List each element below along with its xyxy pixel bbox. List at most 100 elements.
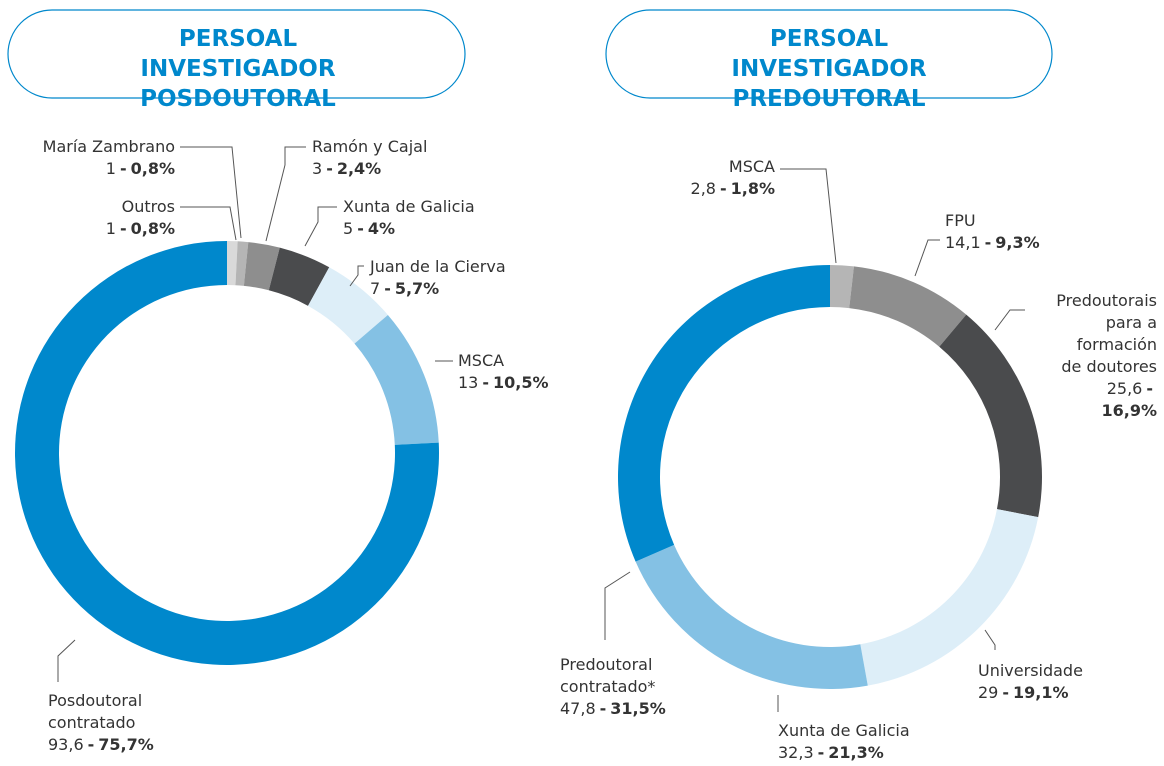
leader-line [984,629,996,650]
value-row: 47,8-31,5% [560,698,670,720]
chart-title: PERSOAL INVESTIGADOR POSDOUTORAL [140,26,336,112]
title-box [605,9,1053,99]
category-label: María Zambrano [42,137,175,156]
donut-slice [860,509,1039,686]
separator: - [119,159,127,178]
category-label: Ramón y Cajal [312,137,428,156]
leader-line [57,639,76,682]
separator: - [817,743,825,762]
value-row: 14,1-9,3% [945,232,1145,254]
separator: - [984,233,992,252]
value-row: 1-0,8% [0,158,175,180]
slice-label: MSCA 2,8-1,8% [575,156,775,200]
slice-label: Outros 1-0,8% [0,196,175,240]
donut-slice [268,247,330,306]
value-row: 93,6-75,7% [48,734,188,756]
leader-line [604,571,631,640]
count-label: 29 [978,683,999,702]
count-label: 47,8 [560,699,596,718]
donut-slice [849,266,967,347]
donut-slice [354,314,439,445]
donut-slice [227,241,238,286]
leader-line [349,265,364,287]
slice-label: María Zambrano 1-0,8% [0,136,175,180]
count-label: 13 [458,373,479,392]
donut-slice [939,314,1042,518]
percent-label: 2,4% [336,159,382,178]
category-label: Predoutoral contratado* [560,655,656,696]
slice-label: Posdoutoral contratado 93,6-75,7% [48,690,188,756]
separator: - [87,735,95,754]
chart-title: PERSOAL INVESTIGADOR PREDOUTORAL [731,26,927,112]
count-label: 32,3 [778,743,814,762]
count-label: 1 [105,159,116,178]
value-row: 29-19,1% [978,682,1164,704]
separator: - [719,179,727,198]
separator: - [384,279,391,298]
slice-label: Predoutorais para a formación de doutore… [1053,290,1157,422]
value-row: 32,3-21,3% [778,742,978,764]
separator: - [119,219,127,238]
separator: - [599,699,607,718]
category-label: Outros [121,197,175,216]
slice-label: Xunta de Galicia 32,3-21,3% [778,720,978,764]
donut-slice [635,544,868,689]
count-label: 2,8 [690,179,716,198]
donut-slice [235,241,249,286]
count-label: 7 [370,279,381,298]
donut-slice [243,242,280,291]
percent-label: 16,9% [1101,401,1157,420]
count-label: 3 [312,159,323,178]
leader-line [304,206,337,247]
percent-label: 75,7% [98,735,154,754]
category-label: Juan de la Cierva [370,257,506,276]
slice-label: Universidade 29-19,1% [978,660,1164,704]
percent-label: 19,1% [1013,683,1069,702]
value-row: 1-0,8% [0,218,175,240]
percent-label: 31,5% [610,699,666,718]
value-row: 13-10,5% [458,372,658,394]
separator: - [357,219,364,238]
slice-label: MSCA 13-10,5% [458,350,658,394]
donut-slice [830,265,854,309]
donut-slice [618,265,830,562]
donut-slice [308,267,388,344]
percent-label: 4% [367,219,395,238]
category-label: Xunta de Galicia [343,197,475,216]
value-row: 7-5,7% [370,278,570,300]
percent-label: 10,5% [493,373,549,392]
separator: - [1146,379,1153,398]
percent-label: 5,7% [394,279,440,298]
count-label: 5 [343,219,354,238]
slice-label: FPU 14,1-9,3% [945,210,1145,254]
separator: - [326,159,333,178]
category-label: MSCA [458,351,505,370]
category-label: MSCA [728,157,775,176]
category-label: Universidade [978,661,1083,680]
value-row: 5-4% [343,218,543,240]
percent-label: 21,3% [828,743,884,762]
leader-line [914,239,940,277]
leader-line [780,168,837,264]
separator: - [1002,683,1009,702]
category-label: Predoutorais para a formación de doutore… [1056,291,1157,376]
category-label: FPU [945,211,976,230]
count-label: 93,6 [48,735,84,754]
count-label: 14,1 [945,233,981,252]
separator: - [482,373,489,392]
leader-line [265,146,306,242]
slice-label: Juan de la Cierva 7-5,7% [370,256,570,300]
value-row: 2,8-1,8% [575,178,775,200]
value-row: 25,6 - 16,9% [1053,378,1157,422]
leader-line [180,146,242,239]
category-label: Posdoutoral contratado [48,691,143,732]
count-label: 1 [105,219,116,238]
category-label: Xunta de Galicia [778,721,910,740]
slice-label: Predoutoral contratado* 47,8-31,5% [560,654,670,720]
title-box [7,9,466,99]
percent-label: 1,8% [730,179,775,198]
percent-label: 0,8% [130,159,175,178]
leader-line [180,206,237,241]
